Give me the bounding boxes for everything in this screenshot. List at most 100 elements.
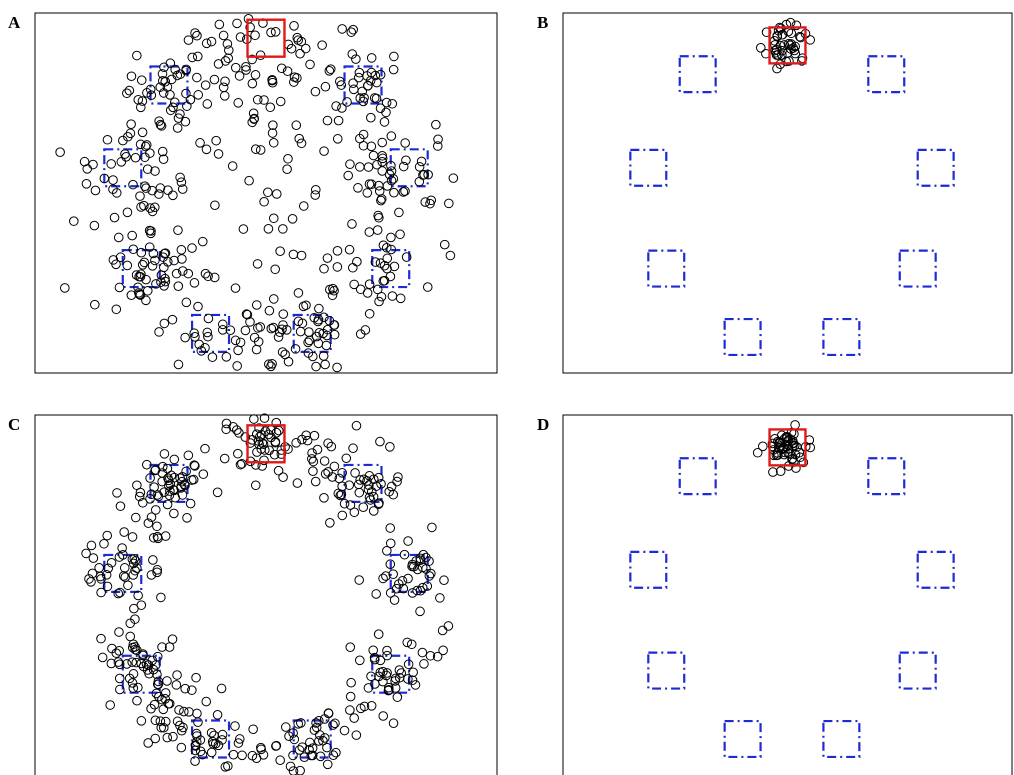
scatter-point — [260, 426, 271, 436]
scatter-point — [180, 683, 190, 694]
scatter-point — [775, 466, 786, 476]
scatter-point — [203, 331, 213, 342]
scatter-point — [269, 449, 280, 460]
scatter-point — [443, 621, 454, 631]
scatter-point — [355, 93, 366, 103]
scatter-point — [141, 295, 151, 306]
scatter-point — [331, 747, 341, 758]
scatter-point — [377, 137, 388, 148]
scatter-point — [166, 74, 177, 85]
scatter-point — [274, 327, 285, 338]
scatter-point — [60, 283, 70, 293]
scatter-point — [374, 180, 384, 191]
scatter-point — [128, 639, 139, 650]
scatter-point — [147, 206, 158, 217]
scatter-point — [280, 722, 291, 732]
scatter-point — [791, 20, 802, 31]
scatter-point — [328, 750, 339, 761]
scatter-point — [427, 522, 437, 533]
scatter-point — [127, 678, 138, 688]
scatter-point — [152, 521, 162, 532]
scatter-point — [146, 570, 157, 580]
scatter-point — [141, 659, 152, 669]
scatter-point — [97, 652, 108, 663]
scatter-point — [303, 337, 313, 348]
distractor-box — [898, 651, 937, 690]
scatter-point — [291, 120, 302, 131]
scatter-point — [389, 187, 399, 198]
scatter-point — [155, 716, 166, 727]
scatter-point — [255, 145, 266, 155]
scatter-point — [117, 543, 127, 553]
scatter-point — [345, 159, 355, 170]
scatter-point — [244, 175, 254, 186]
scatter-point — [201, 144, 212, 155]
scatter-point — [122, 131, 133, 142]
scatter-point — [371, 481, 382, 491]
scatter-point — [189, 278, 200, 288]
scatter-point — [155, 82, 166, 92]
scatter-point — [165, 486, 175, 496]
scatter-point — [237, 458, 247, 469]
scatter-point — [305, 737, 315, 748]
scatter-point — [125, 618, 136, 629]
scatter-point — [325, 284, 335, 295]
scatter-point — [146, 90, 157, 101]
scatter-point — [132, 50, 142, 61]
scatter-point — [158, 252, 168, 262]
scatter-point — [150, 715, 161, 726]
scatter-point — [344, 244, 355, 255]
scatter-point — [233, 345, 243, 356]
scatter-point — [297, 318, 308, 329]
scatter-point — [233, 738, 244, 748]
scatter-point — [247, 78, 258, 89]
scatter-point — [249, 414, 259, 424]
scatter-point — [375, 69, 386, 80]
scatter-point — [320, 359, 330, 370]
scatter-point — [84, 574, 94, 584]
scatter-point — [89, 299, 100, 310]
scatter-point — [159, 487, 169, 497]
scatter-point — [255, 50, 266, 61]
scatter-point — [402, 637, 413, 648]
scatter-point — [771, 47, 781, 58]
distractor-box — [867, 457, 906, 496]
scatter-point — [319, 733, 330, 743]
scatter-point — [232, 361, 242, 371]
scatter-point — [195, 138, 205, 148]
scatter-point — [250, 30, 260, 41]
scatter-point — [127, 532, 138, 542]
scatter-point — [407, 675, 418, 685]
scatter-point — [395, 229, 405, 240]
scatter-point — [116, 157, 127, 167]
scatter-point — [187, 685, 197, 695]
scatter-point — [337, 24, 347, 34]
scatter-point — [777, 29, 787, 40]
scatter-point — [264, 359, 274, 370]
scatter-point — [217, 319, 228, 330]
scatter-point — [270, 264, 280, 275]
scatter-point — [157, 694, 167, 705]
scatter-point — [352, 256, 362, 267]
scatter-point — [342, 97, 352, 107]
scatter-point — [322, 759, 333, 770]
scatter-point — [273, 332, 284, 342]
scatter-point — [258, 439, 269, 449]
scatter-point — [370, 257, 381, 267]
scatter-point — [359, 474, 369, 485]
scatter-point — [400, 186, 410, 196]
scatter-point — [154, 189, 164, 199]
scatter-point — [773, 442, 784, 453]
scatter-point — [171, 268, 182, 279]
scatter-point — [364, 480, 374, 491]
scatter-point — [310, 190, 321, 200]
panel-label-b: B — [537, 13, 548, 32]
scatter-point — [790, 41, 801, 52]
scatter-point — [251, 753, 262, 764]
distractor-box — [916, 550, 955, 589]
scatter-point — [255, 322, 266, 332]
scatter-point — [163, 473, 173, 484]
scatter-point — [132, 645, 142, 656]
scatter-point — [114, 627, 124, 637]
scatter-point — [150, 166, 160, 176]
